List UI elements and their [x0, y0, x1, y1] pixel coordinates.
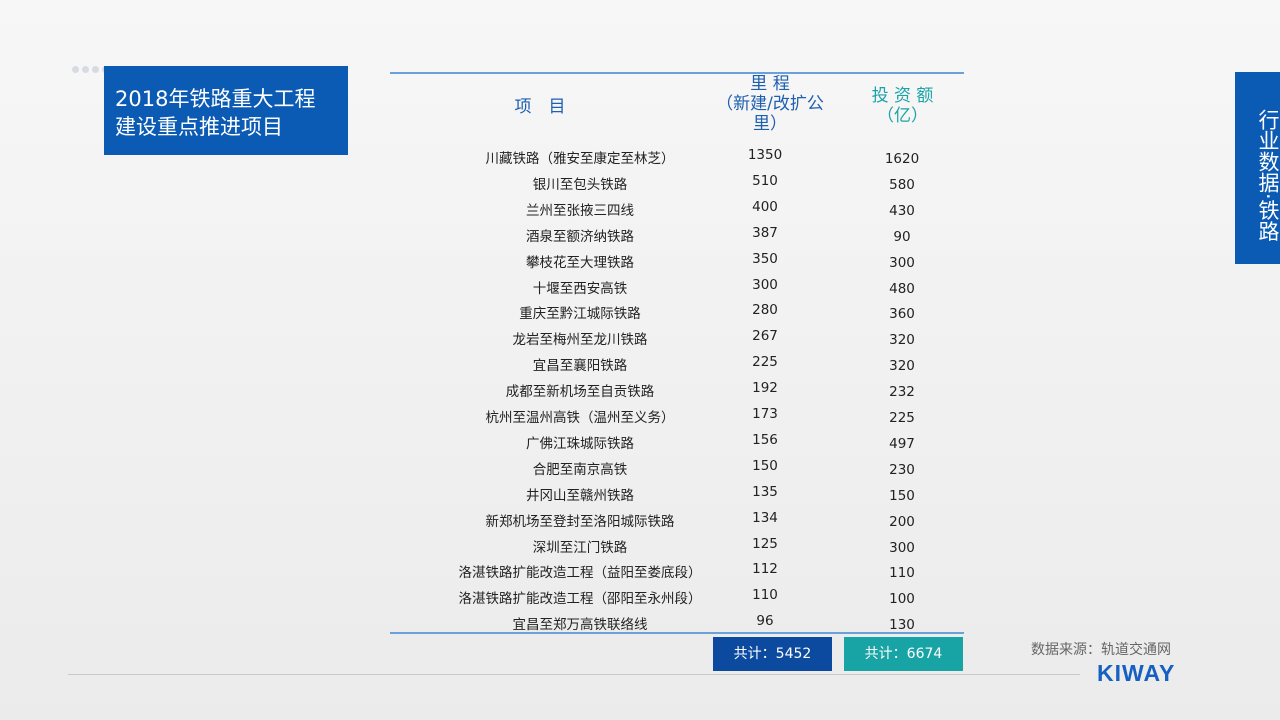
footer-divider: [68, 674, 1080, 675]
table-row: 攀枝花至大理铁路 350 300: [390, 251, 964, 271]
mileage-value: 1350: [747, 147, 783, 163]
table-row: 银川至包头铁路 510 580: [390, 173, 964, 193]
title-line: 2018年铁路重大工程: [115, 87, 316, 111]
project-name: 酒泉至额济纳铁路: [526, 228, 634, 245]
investment-value: 90: [893, 228, 911, 245]
project-name: 兰州至张掖三四线: [526, 202, 634, 219]
table-row: 深圳至江门铁路 125 300: [390, 536, 964, 556]
project-name: 广佛江珠城际铁路: [526, 435, 634, 452]
title-line: 建设重点推进项目: [115, 115, 283, 139]
investment-value: 497: [889, 435, 915, 452]
header-project: 项 目: [514, 97, 566, 117]
investment-value: 150: [889, 487, 915, 504]
header-line: （新建/改扩公: [716, 94, 824, 114]
table-row: 酒泉至额济纳铁路 387 90: [390, 225, 964, 245]
investment-value: 100: [889, 591, 915, 608]
project-name: 十堰至西安高铁: [532, 280, 628, 297]
table-row: 广佛江珠城际铁路 156 497: [390, 432, 964, 452]
total-investment: 共计：6674: [844, 637, 963, 671]
project-name: 重庆至黔江城际铁路: [519, 306, 641, 323]
project-name: 攀枝花至大理铁路: [526, 254, 634, 271]
mileage-value: 110: [752, 587, 778, 604]
header-investment: 投 资 额 （亿）: [845, 86, 960, 126]
mileage-value: 112: [752, 561, 778, 578]
investment-value: 300: [889, 539, 915, 556]
investment-value: 360: [889, 306, 915, 323]
table-row: 成都至新机场至自贡铁路 192 232: [390, 380, 964, 400]
investment-value: 480: [889, 280, 915, 297]
kiway-logo: KIWAY: [1097, 660, 1176, 686]
data-source: 数据来源：轨道交通网: [1031, 642, 1171, 658]
mileage-value: 267: [752, 328, 778, 345]
investment-value: 225: [889, 410, 915, 426]
mileage-value: 350: [752, 250, 778, 267]
investment-value: 320: [889, 358, 915, 375]
mileage-value: 510: [752, 172, 778, 189]
header-mileage: 里 程 （新建/改扩公 里）: [705, 74, 835, 134]
side-tab[interactable]: 行业数据·铁路: [1235, 72, 1280, 264]
project-name: 银川至包头铁路: [532, 176, 628, 193]
table-row: 龙岩至梅州至龙川铁路 267 320: [390, 328, 964, 348]
mileage-value: 150: [752, 457, 778, 474]
header-line: 投 资 额: [871, 86, 934, 106]
table-row: 杭州至温州高铁（温州至义务） 173 225: [390, 406, 964, 426]
investment-value: 1620: [884, 151, 920, 167]
project-name: 洛湛铁路扩能改造工程（益阳至娄底段）: [458, 565, 702, 582]
table-row: 洛湛铁路扩能改造工程（益阳至娄底段） 112 110: [390, 561, 964, 581]
page-title: 2018年铁路重大工程 建设重点推进项目: [104, 66, 348, 155]
investment-value: 110: [889, 565, 915, 582]
mileage-value: 192: [752, 380, 778, 397]
mileage-value: 96: [756, 613, 774, 630]
investment-value: 300: [889, 254, 915, 271]
project-name: 宜昌至郑万高铁联络线: [512, 617, 648, 634]
table-row: 重庆至黔江城际铁路 280 360: [390, 302, 964, 322]
total-mileage: 共计：5452: [713, 637, 832, 671]
project-name: 川藏铁路（雅安至康定至林芝）: [485, 151, 675, 167]
mileage-value: 135: [752, 483, 778, 500]
table-row: 宜昌至襄阳铁路 225 320: [390, 354, 964, 374]
investment-value: 130: [889, 617, 915, 634]
project-name: 深圳至江门铁路: [532, 539, 628, 556]
investment-value: 580: [889, 176, 915, 193]
investment-value: 430: [889, 202, 915, 219]
investment-value: 200: [889, 513, 915, 530]
header-line: （亿）: [877, 106, 928, 126]
investment-value: 232: [889, 384, 915, 401]
mileage-value: 134: [752, 509, 778, 526]
mileage-value: 300: [752, 276, 778, 293]
table-row: 合肥至南京高铁 150 230: [390, 458, 964, 478]
investment-value: 320: [889, 332, 915, 349]
mileage-value: 387: [752, 224, 778, 241]
mileage-value: 173: [752, 406, 778, 422]
project-name: 合肥至南京高铁: [532, 461, 628, 478]
header-line: 里 程: [750, 74, 790, 94]
table-row: 十堰至西安高铁 300 480: [390, 277, 964, 297]
mileage-value: 400: [752, 198, 778, 215]
investment-value: 230: [889, 461, 915, 478]
table-row: 兰州至张掖三四线 400 430: [390, 199, 964, 219]
project-name: 洛湛铁路扩能改造工程（邵阳至永州段）: [458, 591, 702, 608]
project-name: 杭州至温州高铁（温州至义务）: [485, 410, 675, 426]
mileage-value: 156: [752, 431, 778, 448]
table-top-rule: [390, 72, 964, 74]
mileage-value: 280: [752, 302, 778, 319]
project-name: 成都至新机场至自贡铁路: [505, 384, 655, 401]
table-row: 洛湛铁路扩能改造工程（邵阳至永州段） 110 100: [390, 587, 964, 607]
table-row: 宜昌至郑万高铁联络线 96 130: [390, 613, 964, 633]
table-row: 新郑机场至登封至洛阳城际铁路 134 200: [390, 510, 964, 530]
mileage-value: 125: [752, 535, 778, 552]
project-name: 井冈山至赣州铁路: [526, 487, 634, 504]
table-bottom-rule: [390, 632, 964, 634]
table-row: 井冈山至赣州铁路 135 150: [390, 484, 964, 504]
project-name: 宜昌至襄阳铁路: [532, 358, 628, 375]
header-line: 里）: [753, 114, 787, 134]
table-row: 川藏铁路（雅安至康定至林芝） 1350 1620: [390, 147, 964, 167]
project-name: 新郑机场至登封至洛阳城际铁路: [485, 513, 675, 530]
mileage-value: 225: [752, 354, 778, 371]
project-name: 龙岩至梅州至龙川铁路: [512, 332, 648, 349]
